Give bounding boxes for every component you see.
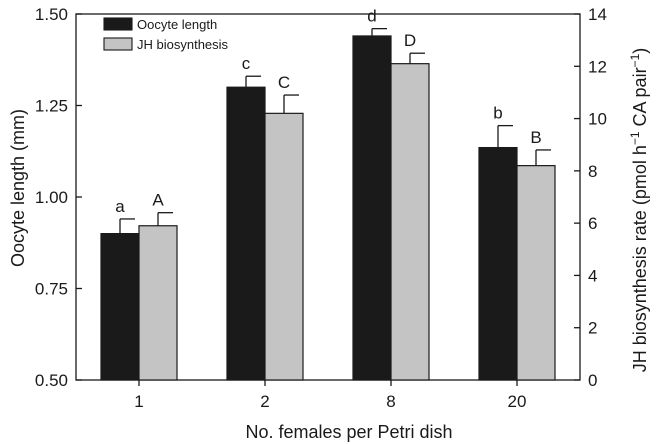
y-left-tick-label: 1.50	[35, 5, 68, 24]
y-right-tick-label: 10	[588, 110, 607, 129]
x-tick-label: 2	[260, 392, 269, 411]
y-right-tick-label: 2	[588, 319, 597, 338]
y-axis-right-title-superscript: −1	[628, 53, 642, 67]
significance-label: B	[530, 128, 541, 147]
significance-label: c	[242, 54, 251, 73]
x-axis-title: No. females per Petri dish	[245, 422, 452, 442]
significance-label: d	[367, 7, 376, 26]
bar-series: a Ac Cd Db B	[100, 7, 556, 381]
x-tick-label: 20	[508, 392, 527, 411]
y-right-tick-label: 4	[588, 266, 597, 285]
y-right-tick-label: 8	[588, 162, 597, 181]
legend-label: JH biosynthesis	[137, 37, 229, 52]
bar	[226, 86, 266, 381]
x-tick-label: 8	[386, 392, 395, 411]
legend-label: Oocyte length	[137, 17, 217, 32]
y-axis-right-title-superscript: −1	[628, 131, 642, 145]
bar	[264, 112, 304, 381]
significance-label: D	[404, 31, 416, 50]
bar	[390, 63, 430, 381]
y-axis-left-title: Oocyte length (mm)	[8, 109, 28, 267]
y-left-tick-label: 0.50	[35, 371, 68, 390]
significance-label: a	[115, 197, 125, 216]
x-tick-label: 1	[134, 392, 143, 411]
y-axis-right-title-part: JH biosynthesis rate (pmol h	[630, 145, 650, 372]
bar	[100, 233, 140, 381]
y-left-tick-label: 1.00	[35, 188, 68, 207]
significance-label: A	[152, 191, 164, 210]
y-right-tick-label: 14	[588, 5, 607, 24]
y-axis-right-title: JH biosynthesis rate (pmol h−1 CA pair−1…	[628, 48, 650, 373]
significance-label: b	[493, 104, 502, 123]
legend-swatch	[103, 17, 133, 31]
y-right-tick-label: 6	[588, 214, 597, 233]
bar	[352, 35, 392, 381]
y-right-tick-label: 12	[588, 57, 607, 76]
legend-swatch	[103, 37, 133, 51]
bar	[478, 146, 518, 381]
y-left-tick-label: 0.75	[35, 280, 68, 299]
y-right-tick-label: 0	[588, 371, 597, 390]
bar	[138, 225, 178, 381]
y-axis-right-title-part: )	[630, 48, 650, 54]
y-left-tick-label: 1.25	[35, 97, 68, 116]
legend: Oocyte length JH biosynthesis	[103, 17, 229, 52]
y-axis-right-title-part: CA pair	[630, 67, 650, 131]
bar	[516, 165, 556, 381]
significance-label: C	[278, 73, 290, 92]
